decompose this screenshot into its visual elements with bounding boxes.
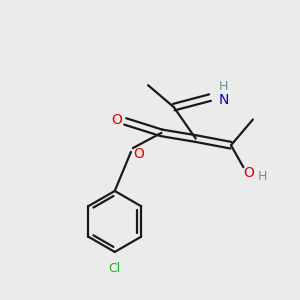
Text: H: H bbox=[258, 170, 267, 183]
Text: O: O bbox=[133, 147, 144, 161]
Text: N: N bbox=[218, 92, 229, 106]
Text: H: H bbox=[219, 80, 228, 93]
Text: O: O bbox=[244, 166, 254, 180]
Text: Cl: Cl bbox=[109, 262, 121, 275]
Text: O: O bbox=[111, 112, 122, 127]
